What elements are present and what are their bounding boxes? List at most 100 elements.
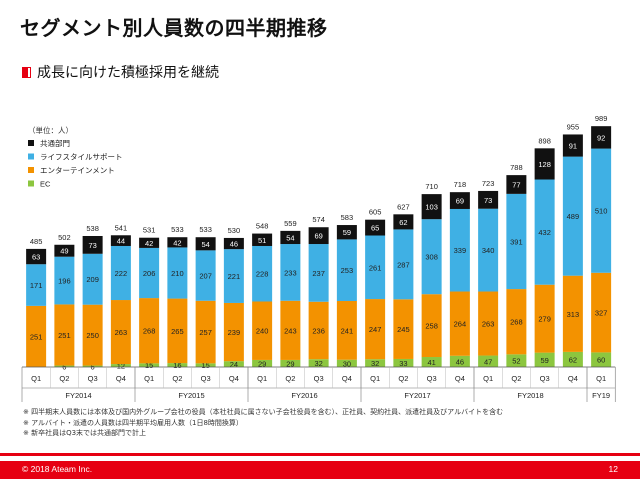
data-label: 91 [569,142,577,151]
data-label: 432 [538,228,551,237]
bar-segment [534,148,555,180]
bar-segment [139,363,160,367]
data-label: 222 [115,269,128,278]
bar-segment [167,247,188,299]
bar-segment [195,300,216,364]
bar-segment [506,193,527,290]
bar-segment [591,126,612,149]
x-tick-label: Q4 [116,374,126,383]
bar-segment [223,302,244,362]
bar-segment [393,214,414,230]
bar-segment [506,175,527,194]
data-label: 73 [88,241,96,250]
x-tick-label: Q3 [201,374,211,383]
bar-segment [506,354,527,367]
data-label: 62 [569,355,577,364]
x-tick-label: Q1 [483,374,493,383]
data-label: 510 [595,207,608,216]
bar-segment [139,247,160,299]
total-label: 788 [510,163,523,172]
bar-segment [449,208,470,292]
data-label: 245 [397,325,410,334]
data-label: 206 [143,269,156,278]
data-label: 33 [399,359,407,368]
bar-segment [252,359,273,367]
legend-swatch [28,180,34,187]
bar-segment [336,225,357,240]
bar-segment [421,294,442,358]
data-label: 103 [425,203,438,212]
data-label: 236 [312,326,325,335]
x-tick-label: Q2 [59,374,69,383]
data-label: 250 [86,331,99,340]
data-label: 209 [86,275,99,284]
data-label: 268 [143,327,156,336]
data-label: 52 [512,357,520,366]
legend-swatch [28,153,34,160]
x-tick-label: Q2 [398,374,408,383]
bar-segment [167,237,188,248]
data-label: 65 [371,224,379,233]
data-label: 340 [482,246,495,255]
total-label: 710 [425,182,438,191]
bar-segment [591,148,612,273]
bar-segment [82,235,103,254]
bar-segment [421,219,442,295]
bar-segment [26,264,47,306]
data-label: 32 [371,359,379,368]
data-label: 59 [343,228,351,237]
total-label: 541 [115,223,128,232]
bar-segment [26,305,47,367]
data-label: 263 [115,328,128,337]
total-label: 955 [567,122,580,131]
page-number: 12 [608,464,618,474]
subtitle-text: 成長に向けた積極採用を継続 [37,65,219,81]
bar-segment [591,352,612,367]
data-label: 251 [58,331,71,340]
x-tick-label: Q3 [314,374,324,383]
x-tick-label: Q1 [370,374,380,383]
footnote-3: ※ 新卒社員はQ3末では共通部門で計上 [23,429,147,437]
x-tick-label: Q2 [511,374,521,383]
data-label: 42 [173,238,181,247]
data-label: 60 [597,356,605,365]
total-label: 533 [171,225,184,234]
data-label: 29 [286,359,294,368]
unit-label: （単位：人） [28,125,73,135]
total-label: 723 [482,179,495,188]
legend-label: ライフスタイルサポート [40,153,123,162]
bar-segment [534,284,555,353]
bar-segment [478,291,499,356]
bar-segment [308,227,329,245]
bar-segment [308,244,329,302]
bar-segment [478,355,499,367]
bar-segment [26,248,47,265]
data-label: 171 [30,281,43,290]
data-label: 59 [540,356,548,365]
x-tick-label: Q1 [144,374,154,383]
bar-segment [365,359,386,367]
data-label: 240 [256,327,269,336]
total-label: 502 [58,233,71,242]
bar-segment [82,253,103,305]
x-tick-label: Q4 [229,374,239,383]
bar-segment [223,361,244,367]
total-label: 559 [284,219,297,228]
data-label: 287 [397,260,410,269]
bar-segment [393,358,414,367]
bar-segment [167,363,188,367]
data-label: 391 [510,237,523,246]
data-label: 313 [567,310,580,319]
bar-segment [54,304,75,366]
group-label: FY2014 [65,391,91,400]
bar-segment [478,190,499,209]
data-label: 42 [145,239,153,248]
total-label: 485 [30,237,43,246]
total-label: 574 [312,215,325,224]
bar-segment [110,245,131,301]
group-label: FY2018 [517,391,543,400]
x-tick-label: Q1 [257,374,267,383]
copyright: © 2018 Ateam Inc. [22,464,93,474]
total-label: 533 [199,225,212,234]
